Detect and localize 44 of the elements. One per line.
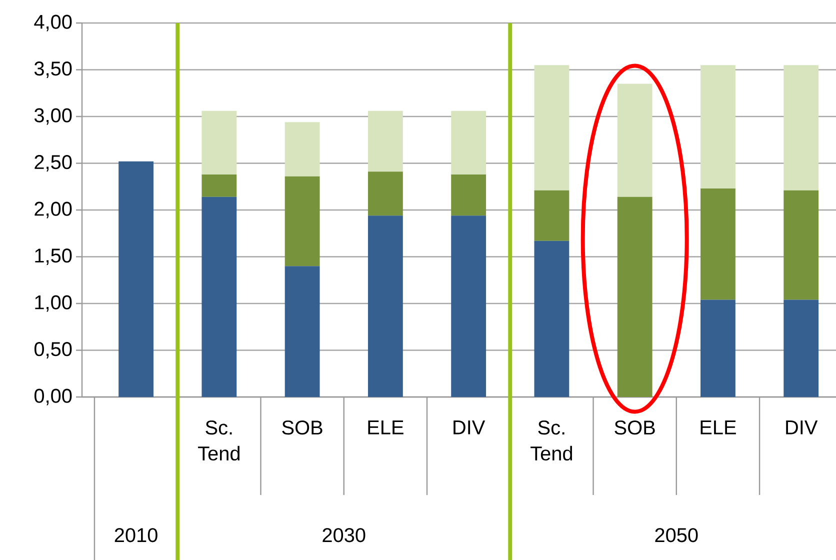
y-tick-label: 3,00 [34,108,72,125]
bar [617,84,652,197]
x-tick-label: ELE [368,420,404,434]
bar [784,190,819,300]
y-tick-label: 0,00 [34,388,72,406]
bar [451,174,486,216]
x-tick-label: Sc. Tend [198,420,240,461]
bar [451,110,486,174]
bar [534,65,570,190]
bar [534,190,570,241]
x-tick-label: ELE [700,420,736,434]
y-tick-label: 0,50 [34,342,72,358]
text: 2030 [322,528,366,542]
bar [700,188,736,300]
bar [451,216,486,397]
bar [700,300,736,397]
bar [368,216,403,397]
y-tick-label: 1,50 [35,248,72,265]
y-tick-label: 1,00 [35,295,72,312]
bar [284,266,320,397]
y-tick-label: 4,00 [34,14,72,32]
bar [202,174,237,197]
bar [284,176,320,266]
y-tick-label: 2,00 [34,202,72,218]
bar [368,172,403,216]
y-tick-label: 3,50 [34,62,72,78]
bar [617,196,652,397]
x-tick-label: DIV [454,420,486,434]
x-tick-label: DIV [786,420,818,434]
text: 2050 [655,528,698,542]
y-tick-label: 2,50 [34,155,72,172]
x-tick-label: Sc. Tend [530,420,572,461]
bar [784,300,819,397]
bar [368,110,403,172]
bar [202,110,237,174]
bar [534,240,570,397]
x-tick-label: SOB [614,420,655,435]
bar [284,122,320,176]
bar [118,161,154,397]
x-tick-label: SOB [282,420,322,435]
bar [700,65,736,188]
bar [784,65,819,190]
text: 2010 [114,528,158,542]
bar [202,196,237,397]
